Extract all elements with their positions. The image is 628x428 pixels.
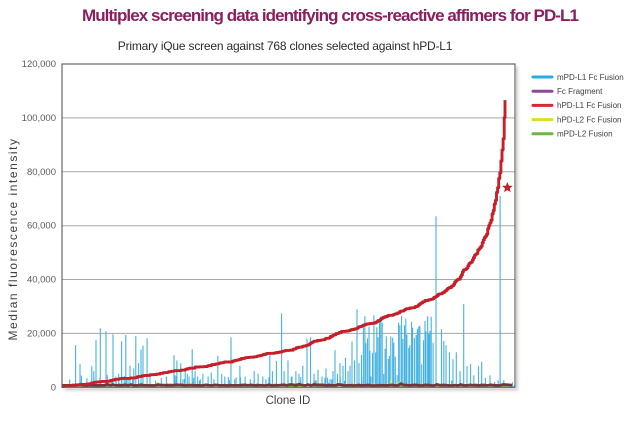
svg-text:120,000: 120,000 xyxy=(22,59,56,70)
svg-text:20,000: 20,000 xyxy=(27,328,56,339)
svg-text:40,000: 40,000 xyxy=(27,275,56,286)
svg-text:mPD-L1 Fc Fusion: mPD-L1 Fc Fusion xyxy=(557,73,624,82)
svg-text:Median fluorescence intensity: Median fluorescence intensity xyxy=(6,137,20,340)
svg-text:hPD-L1 Fc Fusion: hPD-L1 Fc Fusion xyxy=(557,101,621,110)
svg-text:Primary iQue screen against 76: Primary iQue screen against 768 clones s… xyxy=(118,39,453,53)
svg-text:Clone ID: Clone ID xyxy=(266,395,311,407)
svg-text:100,000: 100,000 xyxy=(22,113,56,124)
svg-text:hPD-L2 Fc Fusion: hPD-L2 Fc Fusion xyxy=(557,115,621,124)
svg-text:80,000: 80,000 xyxy=(27,167,56,178)
svg-text:0: 0 xyxy=(51,382,56,393)
svg-text:Fc Fragment: Fc Fragment xyxy=(557,87,603,96)
svg-text:60,000: 60,000 xyxy=(27,221,56,232)
svg-text:Multiplex screening data ident: Multiplex screening data identifying cro… xyxy=(82,6,579,25)
svg-text:mPD-L2 Fusion: mPD-L2 Fusion xyxy=(557,130,613,139)
